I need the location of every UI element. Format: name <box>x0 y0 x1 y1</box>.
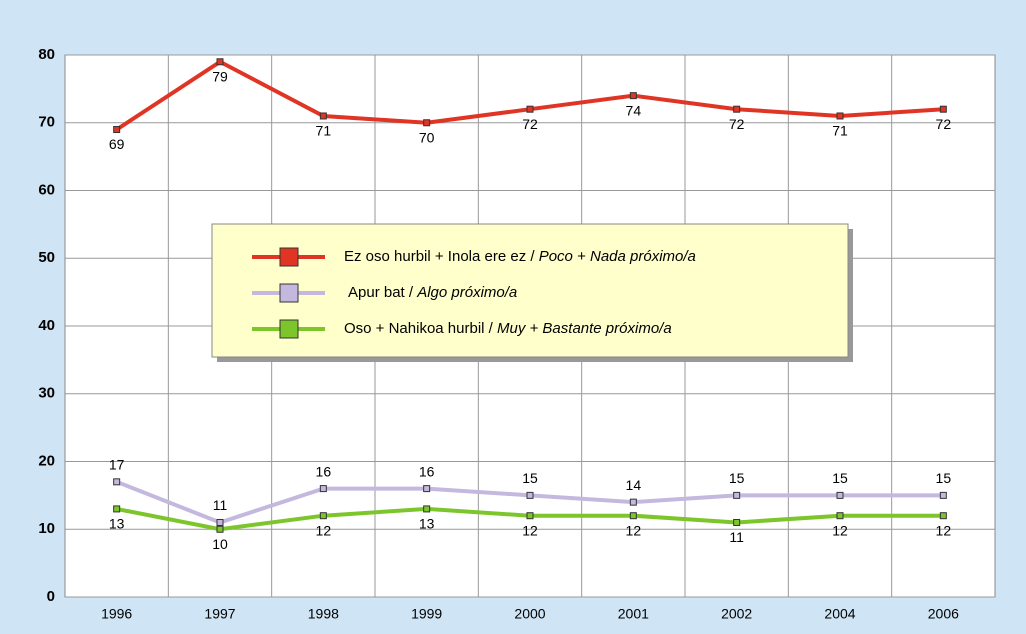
data-label: 70 <box>419 129 435 145</box>
data-label: 15 <box>522 470 538 486</box>
x-tick-label: 2000 <box>514 606 545 622</box>
data-label: 12 <box>936 522 952 538</box>
y-tick-label: 40 <box>38 317 55 334</box>
marker <box>526 491 534 499</box>
y-tick-label: 30 <box>38 385 55 402</box>
data-label: 12 <box>522 522 538 538</box>
marker <box>939 512 947 520</box>
data-label: 11 <box>729 529 744 545</box>
data-label: 74 <box>626 102 642 118</box>
y-tick-label: 10 <box>38 520 55 537</box>
marker <box>629 498 637 506</box>
data-label: 17 <box>109 457 125 473</box>
data-label: 13 <box>109 516 125 532</box>
y-tick-label: 50 <box>38 249 55 266</box>
marker <box>319 485 327 493</box>
data-label: 11 <box>213 497 228 513</box>
marker <box>836 491 844 499</box>
data-label: 13 <box>419 516 435 532</box>
x-tick-label: 1997 <box>204 606 235 622</box>
marker <box>423 119 431 127</box>
x-tick-label: 2006 <box>928 606 959 622</box>
data-label: 10 <box>212 536 228 552</box>
legend-marker <box>279 283 299 303</box>
marker <box>216 518 224 526</box>
y-tick-label: 80 <box>38 46 55 63</box>
data-label: 12 <box>316 522 332 538</box>
data-label: 71 <box>832 123 848 139</box>
data-label: 12 <box>626 522 642 538</box>
data-label: 72 <box>729 116 745 132</box>
marker <box>113 126 121 134</box>
data-label: 79 <box>212 68 228 84</box>
legend-marker <box>279 247 299 267</box>
marker <box>423 485 431 493</box>
marker <box>939 491 947 499</box>
marker <box>526 105 534 113</box>
data-label: 15 <box>729 470 745 486</box>
marker <box>939 105 947 113</box>
marker <box>836 112 844 120</box>
data-label: 15 <box>936 470 952 486</box>
marker <box>629 512 637 520</box>
y-tick-label: 0 <box>47 588 55 605</box>
data-label: 72 <box>522 116 538 132</box>
x-tick-label: 2001 <box>618 606 649 622</box>
legend-marker <box>279 319 299 339</box>
x-tick-label: 1998 <box>308 606 339 622</box>
x-tick-label: 2002 <box>721 606 752 622</box>
data-label: 16 <box>316 463 332 479</box>
legend-label: Apur bat / Algo próximo/a <box>348 284 517 301</box>
y-tick-label: 60 <box>38 181 55 198</box>
marker <box>113 478 121 486</box>
marker <box>733 518 741 526</box>
legend-label: Oso + Nahikoa hurbil / Muy + Bastante pr… <box>344 320 672 337</box>
y-tick-label: 70 <box>38 114 55 131</box>
marker <box>216 525 224 533</box>
marker <box>113 505 121 513</box>
marker <box>319 112 327 120</box>
y-tick-label: 20 <box>38 452 55 469</box>
marker <box>216 58 224 66</box>
data-label: 69 <box>109 136 125 152</box>
data-label: 14 <box>626 477 642 493</box>
data-label: 72 <box>936 116 952 132</box>
marker <box>526 512 534 520</box>
x-tick-label: 1996 <box>101 606 132 622</box>
x-tick-label: 1999 <box>411 606 442 622</box>
data-label: 16 <box>419 463 435 479</box>
legend <box>211 223 849 358</box>
x-tick-label: 2004 <box>824 606 855 622</box>
marker <box>733 491 741 499</box>
data-label: 15 <box>832 470 848 486</box>
data-label: 12 <box>832 522 848 538</box>
marker <box>836 512 844 520</box>
marker <box>423 505 431 513</box>
legend-label: Ez oso hurbil + Inola ere ez / Poco + Na… <box>344 248 696 265</box>
marker <box>629 92 637 100</box>
marker <box>319 512 327 520</box>
marker <box>733 105 741 113</box>
data-label: 71 <box>316 123 332 139</box>
